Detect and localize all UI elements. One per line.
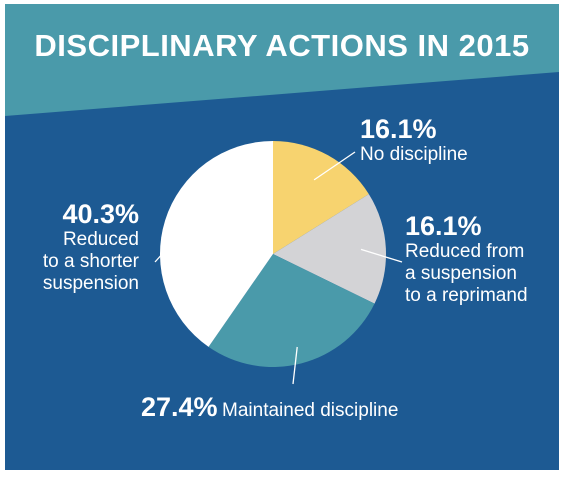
- data-label-category-line: suspension: [42, 273, 139, 294]
- pie-slice-0: [273, 141, 369, 254]
- data-label-category-line: a suspension: [405, 263, 517, 284]
- callout-maintained-discipline: 27.4% Maintained discipline: [141, 392, 398, 422]
- leader-lines: [154, 151, 403, 385]
- leader-line-1: [360, 248, 403, 263]
- leader-line-2: [292, 346, 298, 385]
- callout-reduced-to-reprimand: 16.1% Reduced from a suspension to a rep…: [405, 211, 528, 307]
- chart-title: DISCIPLINARY ACTIONS IN 2015: [34, 28, 530, 63]
- data-label-category-line: Reduced: [62, 229, 139, 250]
- data-label-percent: 16.1%: [360, 114, 437, 144]
- callout-reduced-shorter-suspension: 40.3% Reduced to a shorter suspension: [43, 199, 139, 295]
- data-label-percent: 27.4%: [141, 392, 218, 422]
- pie-slice-1: [273, 194, 386, 304]
- callout-no-discipline: 16.1% No discipline: [360, 114, 468, 166]
- data-label-category-line: to a reprimand: [405, 285, 528, 306]
- pie-slice-2: [208, 254, 375, 368]
- data-label-percent: 16.1%: [405, 211, 482, 241]
- data-label-category-line: Reduced from: [405, 241, 525, 262]
- header-band: [5, 4, 559, 116]
- pie-chart: [5, 4, 559, 470]
- infographic-canvas: DISCIPLINARY ACTIONS IN 2015 16.1% No di…: [5, 4, 559, 470]
- data-label-category: No discipline: [360, 144, 468, 165]
- pie-slices: [159, 141, 386, 368]
- leader-line-3: [154, 226, 188, 263]
- leader-line-0: [313, 151, 356, 181]
- data-label-category: Maintained discipline: [222, 400, 399, 421]
- data-label-percent: 40.3%: [62, 199, 139, 229]
- pie-slice-3: [159, 141, 273, 347]
- data-label-category-line: to a shorter: [42, 251, 139, 272]
